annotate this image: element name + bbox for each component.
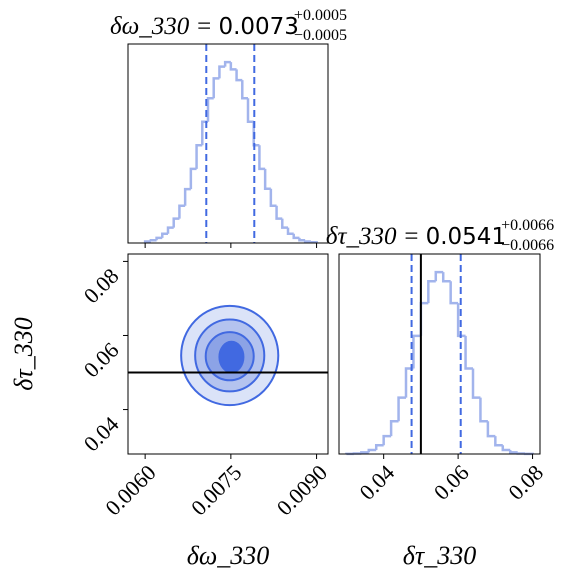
histogram-bin <box>298 237 306 242</box>
histogram-bin <box>218 65 226 79</box>
x-tick-label: 0.0060 <box>100 460 160 520</box>
histogram-bin <box>149 239 157 242</box>
histogram-bin <box>508 450 518 454</box>
histogram-bin <box>412 334 421 369</box>
histogram-bin <box>155 236 163 241</box>
histogram-bin <box>404 367 414 398</box>
histogram-bin <box>303 240 311 243</box>
x-tick-label: 0.08 <box>503 460 548 505</box>
histogram-bin <box>263 168 271 190</box>
histogram-bin <box>494 436 503 447</box>
title-lower: −0.0005 <box>294 27 347 44</box>
histogram-bin <box>516 452 526 455</box>
histogram-bin <box>166 226 174 234</box>
histogram-bin <box>441 272 451 283</box>
histogram-bin <box>286 227 294 236</box>
histogram-bin <box>449 281 459 305</box>
histogram-bin <box>427 280 436 304</box>
x-axis-label: δω_330 <box>187 541 269 570</box>
panel-title: δτ_330 = 0.0541 <box>326 223 506 250</box>
histogram-bin <box>235 69 243 82</box>
histogram-bin <box>206 97 214 122</box>
x-tick-label: 0.04 <box>354 460 399 505</box>
histogram-bin <box>501 445 511 452</box>
histogram-bin <box>434 270 444 282</box>
histogram-bin <box>183 187 191 206</box>
panel-title: δω_330 = 0.0073 <box>110 13 299 40</box>
title-name: δω_330 = <box>110 13 212 40</box>
histogram-bin <box>178 204 186 219</box>
y-tick-label: 0.06 <box>79 337 124 382</box>
panel: δτ_330 = 0.0541+0.0066 −0.0066 0.04 0.06 0.08… <box>326 217 554 570</box>
title-upper: +0.0066 <box>501 217 554 234</box>
histogram-bin <box>269 188 277 207</box>
histogram-bin <box>161 232 168 238</box>
histogram-bin <box>360 451 369 454</box>
y-tick-label: 0.04 <box>79 411 124 456</box>
histogram-bin <box>471 368 481 399</box>
histogram-bin <box>464 335 473 370</box>
title-lower: −0.0066 <box>501 237 554 254</box>
histogram-bin <box>389 420 399 437</box>
title-name: δτ_330 = <box>326 223 420 250</box>
histogram-bin <box>367 448 377 453</box>
histogram-bin <box>212 77 220 99</box>
panel-frame <box>127 253 329 455</box>
histogram-bin <box>456 303 466 338</box>
x-axis-label: δτ_330 <box>403 541 476 570</box>
contour-level <box>218 340 245 374</box>
panel: δω_330 = 0.0073+0.0005 −0.0005 <box>110 7 347 248</box>
histogram-bin <box>397 396 406 422</box>
histogram-bin <box>382 434 392 446</box>
x-tick-label: 0.0075 <box>186 460 246 520</box>
x-tick-label: 0.0090 <box>272 460 332 520</box>
histogram-bin <box>281 218 288 229</box>
histogram-bin <box>246 98 254 124</box>
histogram-bin <box>189 167 197 190</box>
histogram-bin <box>374 444 384 450</box>
title-upper: +0.0005 <box>294 7 347 24</box>
histogram-bin <box>229 62 237 71</box>
histogram-bin <box>241 80 248 100</box>
panel-frame <box>338 253 541 455</box>
histogram-bin <box>258 145 266 171</box>
histogram-bin <box>486 421 496 438</box>
histogram-bin <box>479 397 488 423</box>
histogram-bin <box>292 233 300 240</box>
x-tick-label: 0.06 <box>429 460 474 505</box>
panel-frame <box>127 43 329 244</box>
histogram-bin <box>275 205 283 220</box>
panel: 0.04 0.06 0.08 δτ_330 0.0060 0.0075 0.0090δω_3… <box>9 253 332 570</box>
title-value: 0.0073 <box>218 14 298 40</box>
histogram-bin <box>419 301 429 336</box>
title-value: 0.0541 <box>426 224 506 250</box>
histogram-bin <box>172 217 180 228</box>
y-axis-label: δτ_330 <box>9 317 38 390</box>
y-tick-label: 0.08 <box>79 263 124 308</box>
histogram-bin <box>195 144 203 169</box>
histogram-bin <box>223 60 231 67</box>
